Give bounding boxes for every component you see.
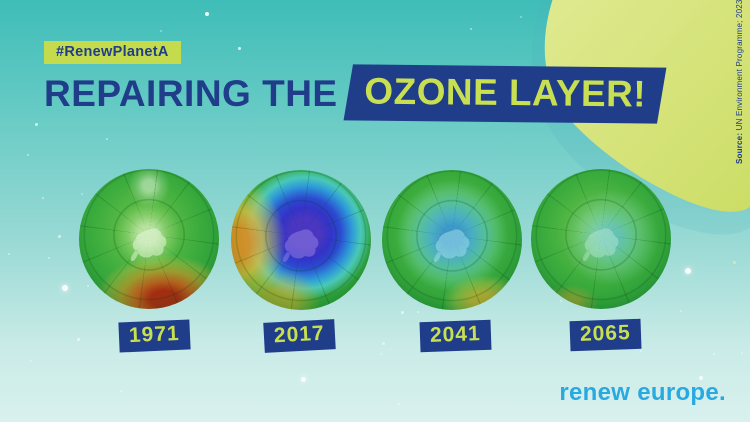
star-dot: [680, 310, 682, 312]
antarctica-outline-icon: [282, 229, 319, 262]
globe-rim-shading: [382, 170, 522, 310]
star-dot: [640, 350, 642, 352]
globe-grid-lines: [382, 170, 522, 310]
ozone-globe-2065: [531, 169, 671, 309]
renew-europe-logo: renew europe.: [559, 379, 726, 406]
star-dot: [27, 154, 29, 156]
star-dot: [382, 342, 385, 345]
star-dot: [106, 138, 108, 140]
star-dot: [81, 193, 83, 195]
year-label-2017: 2017: [263, 319, 336, 353]
star-dot: [77, 338, 80, 341]
star-dot: [48, 257, 50, 259]
star-dot: [35, 123, 38, 126]
year-label-1971: 1971: [118, 319, 191, 353]
star-dot: [238, 47, 241, 50]
star-dot: [8, 253, 10, 255]
globe-grid-lines: [79, 169, 219, 309]
star-dot: [380, 353, 382, 355]
title-highlight-box: OZONE LAYER!: [343, 64, 667, 124]
star-dot: [42, 197, 44, 199]
year-label-2041: 2041: [419, 319, 492, 353]
source-note: Source: UN Environment Programme; 2023: [735, 0, 744, 164]
ozone-globe-2041: [382, 170, 522, 310]
ozone-globe-1971: [79, 169, 219, 309]
star-dot: [741, 352, 743, 354]
star-dot: [62, 285, 68, 291]
antarctica-outline-icon: [433, 229, 470, 262]
star-dot: [58, 235, 61, 238]
source-note-text: UN Environment Programme; 2023: [735, 0, 744, 133]
year-label-2065: 2065: [569, 318, 642, 352]
hashtag-badge: #RenewPlanetA: [44, 41, 181, 64]
antarctica-outline-icon: [582, 228, 619, 261]
title-highlight-text: OZONE LAYER!: [363, 70, 646, 115]
globe-grid-lines: [231, 170, 371, 310]
star-dot: [30, 360, 32, 362]
antarctica-outline-icon: [130, 228, 167, 261]
star-dot: [160, 30, 162, 32]
star-dot: [685, 268, 691, 274]
star-dot: [733, 261, 736, 264]
star-dot: [417, 311, 419, 313]
star-dot: [87, 285, 89, 287]
globe-rim-shading: [531, 169, 671, 309]
star-dot: [713, 353, 715, 355]
page-title: REPAIRING THE OZONE LAYER!: [44, 64, 667, 124]
globe-grid-lines: [531, 169, 671, 309]
globe-rim-shading: [79, 169, 219, 309]
star-dot: [301, 377, 306, 382]
star-dot: [401, 311, 404, 314]
star-dot: [560, 300, 562, 302]
star-dot: [120, 390, 122, 392]
globe-rim-shading: [231, 170, 371, 310]
star-dot: [470, 28, 472, 30]
star-dot: [205, 12, 209, 16]
star-dot: [520, 16, 522, 18]
title-prefix: REPAIRING THE: [44, 73, 338, 114]
star-dot: [398, 403, 400, 405]
ozone-globe-2017: [231, 170, 371, 310]
source-note-label: Source:: [735, 132, 744, 164]
